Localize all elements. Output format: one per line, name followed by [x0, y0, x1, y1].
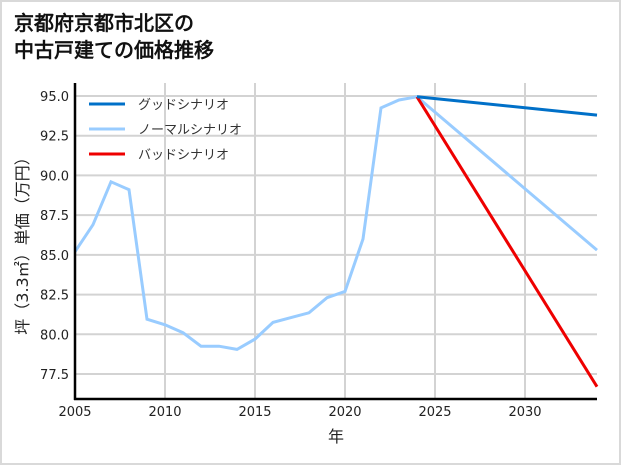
x-axis-label: 年 [328, 427, 344, 446]
series-line-1 [73, 95, 598, 351]
gridlines [74, 83, 597, 399]
x-tick-label: 2005 [58, 405, 91, 420]
x-tick-label: 2010 [148, 405, 181, 420]
x-tick-label: 2030 [508, 405, 541, 420]
series-lines [73, 95, 599, 388]
x-tick-label: 2025 [418, 405, 451, 420]
legend-label: バッドシナリオ [138, 148, 229, 163]
series-line-0 [416, 95, 598, 117]
axes [73, 83, 597, 401]
y-axis-label: 坪（3.3㎡）単価（万円） [13, 149, 32, 334]
y-tick-label: 80.0 [40, 328, 69, 343]
x-tick-label: 2020 [328, 405, 361, 420]
y-tick-label: 90.0 [40, 169, 69, 184]
chart-title: 京都府京都市北区の 中古戸建ての価格推移 [14, 11, 214, 62]
y-tick-label: 95.0 [40, 90, 69, 105]
y-tick-label: 87.5 [40, 209, 69, 224]
series-line-2 [415, 96, 599, 388]
y-tick-label: 77.5 [40, 368, 69, 383]
x-tick-label: 2015 [238, 405, 271, 420]
legend-label: グッドシナリオ [138, 98, 229, 113]
legend-label: ノーマルシナリオ [138, 123, 242, 138]
x-axis-ticks: 2005 2010 2015 2020 2025 2030 [58, 405, 541, 420]
y-tick-label: 85.0 [40, 249, 69, 264]
y-tick-label: 82.5 [40, 289, 69, 304]
y-axis-ticks: 77.5 80.0 82.5 85.0 87.5 90.0 92.5 95.0 [40, 90, 69, 383]
y-tick-label: 92.5 [40, 130, 69, 145]
